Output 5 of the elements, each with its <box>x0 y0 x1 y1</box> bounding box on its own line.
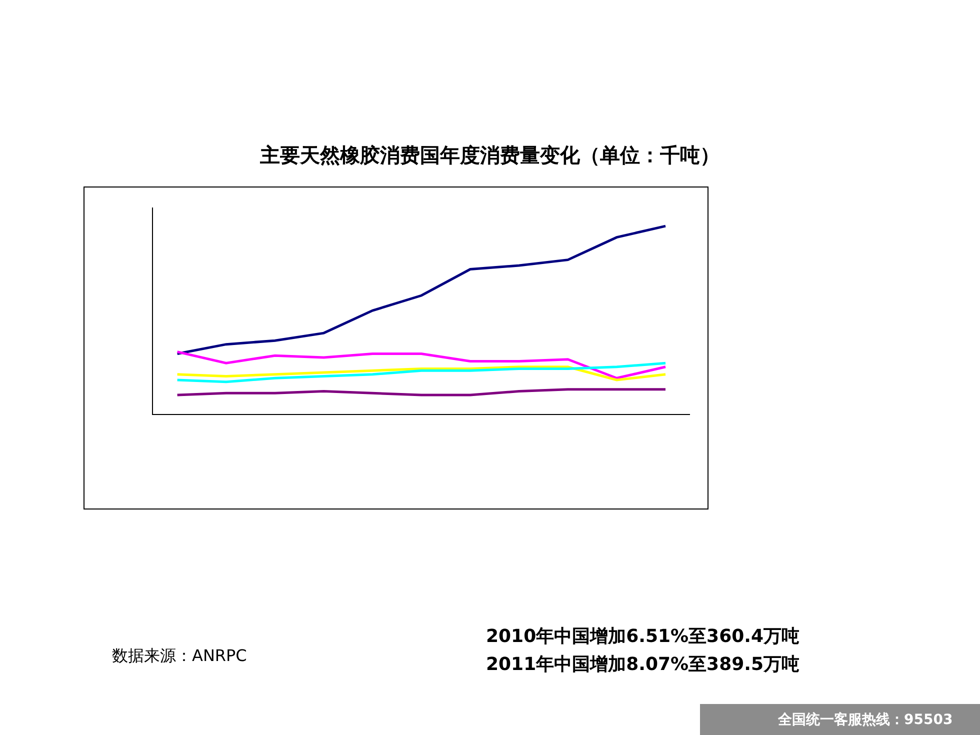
source-note: 数据来源：ANRPC <box>112 646 247 665</box>
text: 全国统一客服热线：95503 <box>777 711 953 728</box>
text: 2010年中国增加6.51%至360.4万吨 <box>486 626 800 647</box>
text: 2011年中国增加8.07%至389.5万吨 <box>486 654 800 675</box>
chart-title: 主要天然橡胶消费国年度消费量变化（单位：千吨） <box>259 143 720 167</box>
